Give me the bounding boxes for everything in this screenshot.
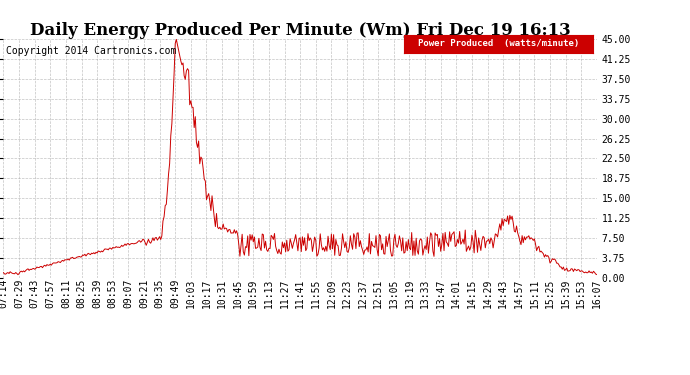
- Title: Daily Energy Produced Per Minute (Wm) Fri Dec 19 16:13: Daily Energy Produced Per Minute (Wm) Fr…: [30, 22, 571, 39]
- Text: Power Produced  (watts/minute): Power Produced (watts/minute): [418, 39, 579, 48]
- Text: Copyright 2014 Cartronics.com: Copyright 2014 Cartronics.com: [6, 46, 176, 56]
